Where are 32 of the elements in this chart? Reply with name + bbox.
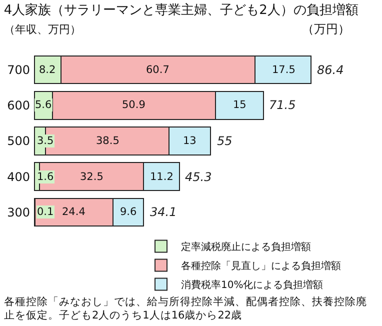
- data-label: 9.6: [120, 206, 138, 218]
- text: 各種控除「みなおし」では、給与所得控除半減、配偶者控除、扶養控除廃止を仮定。子ども2人のうち1人は16歳から22歳: [4, 295, 367, 322]
- data-label: 1.6: [37, 171, 54, 183]
- data-label: 50.9: [122, 99, 146, 111]
- legend-label: 定率減税廃止による負担増額: [181, 241, 311, 254]
- data-label: 11.2: [150, 171, 174, 183]
- total-label: 45.3: [185, 170, 212, 184]
- y-tick-label: 400: [7, 170, 30, 184]
- legend-label: 各種控除「見直し」による負担増額: [181, 260, 341, 272]
- y-tick-label: 500: [7, 134, 30, 148]
- y-tick-label: 600: [7, 98, 30, 113]
- total-label: 55: [217, 134, 232, 148]
- data-label: 3.5: [37, 135, 54, 147]
- data-label: 60.7: [146, 64, 170, 76]
- data-label: 32.5: [80, 171, 104, 183]
- total-label: 34.1: [150, 205, 177, 219]
- chart-title: 4人家族（サラリーマンと専業主婦、子ども2人）の負担増額: [4, 2, 358, 18]
- y-tick-label: 700: [7, 63, 30, 77]
- data-label: 8.2: [39, 64, 56, 76]
- legend-label: 消費税率10%化による負担増額: [181, 279, 324, 292]
- chart-subtitle: （万円）: [302, 22, 350, 36]
- data-label: 24.4: [62, 206, 86, 218]
- y-tick-label: 300: [7, 205, 30, 220]
- data-label: 38.5: [96, 135, 120, 147]
- total-label: 86.4: [317, 63, 344, 77]
- data-label: 0.1: [37, 206, 54, 218]
- data-label: 13: [183, 135, 196, 147]
- data-label: 5.6: [35, 99, 52, 111]
- data-label: 15: [233, 99, 246, 111]
- y-axis-title: （年収、万円）: [4, 23, 81, 36]
- total-label: 71.5: [269, 98, 296, 112]
- data-label: 17.5: [272, 64, 296, 76]
